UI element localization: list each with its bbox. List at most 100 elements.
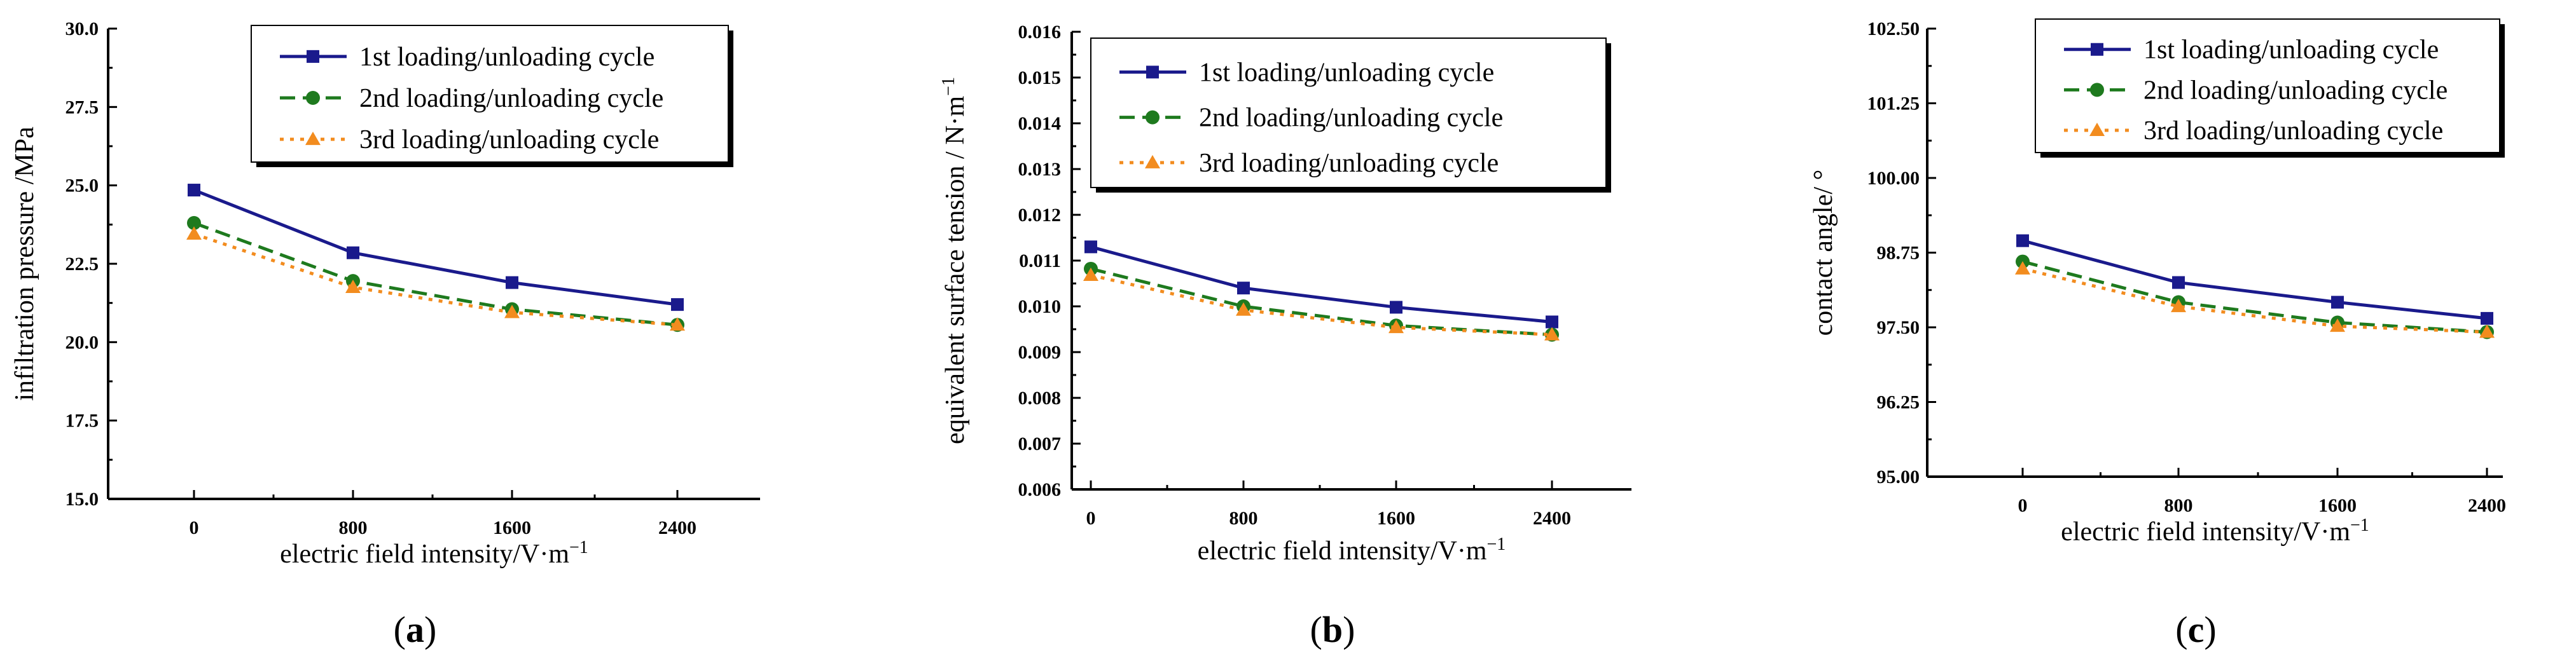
y-tick-label: 0.013 (1018, 159, 1062, 180)
data-point (345, 280, 361, 293)
legend-label: 1st loading/unloading cycle (2143, 36, 2439, 65)
data-point (2016, 234, 2029, 247)
panel-label-close: ) (2204, 609, 2216, 650)
series-line (193, 221, 678, 327)
y-tick-label: 0.009 (1018, 342, 1062, 363)
x-tick-label: 800 (1229, 508, 1258, 529)
data-point (1236, 302, 1251, 316)
data-point (2172, 276, 2185, 289)
data-point (2330, 318, 2345, 332)
data-point (504, 304, 520, 318)
series-2 (2016, 254, 2494, 339)
y-tick-label: 0.014 (1018, 113, 1062, 134)
series-2 (1084, 261, 1559, 342)
panel-label: (a) (394, 609, 437, 650)
data-point (186, 226, 202, 240)
x-axis-label: electric field intensity/V·m−1 (1198, 535, 1506, 566)
x-tick-label: 2400 (1533, 508, 1571, 529)
legend-marker (306, 91, 320, 106)
series-1 (2016, 234, 2493, 325)
series-line (1090, 273, 1553, 337)
y-axis-label: equivalent surface tension / N·m−1 (939, 77, 971, 444)
x-tick-label: 800 (2164, 495, 2193, 516)
data-point (1084, 240, 1097, 254)
panel-label-open: ( (394, 609, 406, 650)
chart-panel-a: 15.0 17.5 20.0 22.5 25.0 27.5 30.0 0 800 1600 2400… (0, 0, 859, 661)
y-tick-label: 22.5 (66, 254, 99, 275)
series-3 (1083, 268, 1560, 341)
x-tick-label: 0 (190, 517, 199, 538)
x-axis-label-superscript: −1 (569, 538, 588, 557)
series-line (1090, 245, 1553, 324)
x-tick-label: 1600 (493, 517, 531, 538)
series-3 (2015, 261, 2495, 338)
legend: 1st loading/unloading cycle 2nd loading/u… (2035, 18, 2505, 158)
legend-label: 1st loading/unloading cycle (359, 43, 654, 72)
data-point (1390, 301, 1402, 314)
series-1 (188, 184, 684, 311)
data-point (347, 246, 359, 259)
y-tick-label: 102.50 (1867, 18, 1920, 39)
data-point (2015, 261, 2030, 275)
data-point (2171, 299, 2186, 313)
chart-c-svg: 95.00 96.25 97.50 98.75 100.00 101.25 102.50 0 8… (1809, 18, 2506, 650)
panel-label-close: ) (424, 609, 436, 650)
x-tick-label: 2400 (2468, 495, 2506, 516)
legend-marker (2089, 123, 2105, 136)
x-axis-label-superscript: −1 (1487, 535, 1506, 554)
y-tick-label: 100.00 (1867, 168, 1920, 189)
y-tick-label: 30.0 (66, 18, 99, 39)
chart-b-svg: 0.006 0.007 0.008 0.009 0.010 0.011 0.012 0.013… (939, 22, 1631, 650)
y-tick-label: 25.0 (66, 175, 99, 196)
y-tick-label: 0.016 (1018, 22, 1062, 43)
y-tick-label: 27.5 (66, 97, 99, 118)
y-axis-label-superscript: −1 (939, 77, 959, 96)
data-point (1544, 327, 1560, 341)
series-3 (186, 226, 685, 331)
y-axis-label: contact angle/ ° (1809, 170, 1838, 336)
series-1 (1084, 240, 1558, 329)
data-point (188, 184, 200, 197)
x-tick-label: 1600 (2318, 495, 2357, 516)
legend-label: 3rd loading/unloading cycle (359, 125, 659, 154)
y-tick-label: 0.015 (1018, 67, 1062, 88)
legend-label: 2nd loading/unloading cycle (1199, 104, 1503, 133)
legend-marker (1146, 110, 1160, 125)
legend-label: 1st loading/unloading cycle (1199, 58, 1494, 87)
series-line (193, 232, 678, 327)
y-tick-label: 96.25 (1877, 392, 1920, 413)
chart-a-svg: 15.0 17.5 20.0 22.5 25.0 27.5 30.0 0 800 1600 2400… (10, 18, 760, 650)
panel-label-letter: c (2188, 609, 2205, 650)
y-tick-label: 98.75 (1877, 243, 1920, 264)
series-line (193, 188, 678, 306)
panel-label-letter: a (406, 609, 424, 650)
legend-marker (1145, 154, 1160, 168)
legend-box (1090, 37, 1607, 188)
legend-box (2035, 18, 2500, 153)
panel-label-open: ( (2175, 609, 2187, 650)
legend: 1st loading/unloading cycle 2nd loading/u… (1090, 37, 1611, 193)
data-point (2479, 324, 2495, 338)
chart-panel-c: 95.00 96.25 97.50 98.75 100.00 101.25 102.50 0 8… (1717, 0, 2576, 661)
legend-marker (2091, 43, 2103, 56)
y-tick-label: 95.00 (1877, 467, 1920, 487)
y-axis-label: infiltration pressure /MPa (10, 126, 39, 401)
panel-label-close: ) (1343, 609, 1355, 650)
y-tick-label: 0.008 (1018, 388, 1062, 409)
x-axis-label-superscript: −1 (2350, 515, 2369, 535)
data-point (1388, 320, 1404, 334)
x-axis-label: electric field intensity/V·m−1 (2061, 515, 2369, 547)
y-tick-label: 0.006 (1018, 479, 1062, 500)
series-line (2022, 260, 2488, 334)
x-tick-label: 1600 (1377, 508, 1415, 529)
y-tick-label: 0.011 (1019, 250, 1061, 271)
data-point (670, 317, 685, 331)
series-2 (187, 215, 684, 332)
legend-marker (307, 50, 319, 63)
y-tick-label: 101.25 (1867, 93, 1920, 114)
legend-marker (1146, 65, 1159, 79)
y-tick-label: 17.5 (66, 411, 99, 432)
chart-panel-b: 0.006 0.007 0.008 0.009 0.010 0.011 0.012 0.013… (859, 0, 1717, 661)
y-tick-label: 97.50 (1877, 317, 1920, 338)
x-axis-label: electric field intensity/V·m−1 (280, 538, 588, 569)
